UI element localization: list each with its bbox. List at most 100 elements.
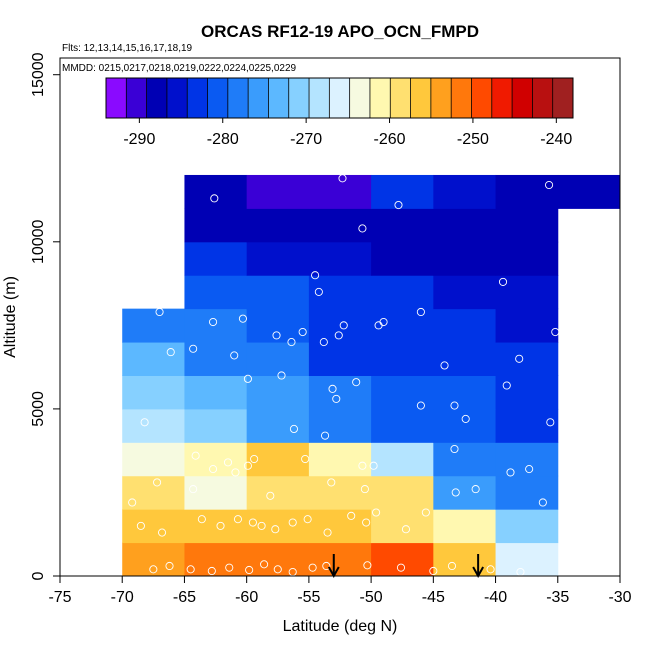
heatmap-cell: [122, 408, 185, 443]
observation-point: [207, 566, 216, 576]
observation-point: [322, 561, 331, 571]
flights-annotation: Flts: 12,13,14,15,16,17,18,19: [62, 43, 193, 54]
heatmap-cell: [246, 174, 310, 209]
observation-point: [515, 354, 524, 363]
heatmap-cell: [308, 408, 372, 443]
observation-point: [401, 525, 411, 534]
colorbar-swatch: [126, 78, 148, 118]
colorbar-swatch: [227, 78, 249, 118]
heatmap-cell: [433, 208, 497, 243]
observation-point: [461, 414, 470, 423]
observation-point: [233, 515, 243, 524]
observation-point: [250, 454, 259, 464]
chart-title: ORCAS RF12-19 APO_OCN_FMPD: [201, 22, 479, 41]
colorbar-swatch: [430, 78, 452, 118]
heatmap-cell: [371, 241, 434, 276]
observation-point: [486, 565, 495, 574]
observation-point: [136, 521, 145, 530]
heatmap-cell: [308, 241, 372, 276]
observation-point: [506, 468, 515, 477]
observation-point: [314, 287, 323, 296]
heatmap-cell: [371, 475, 434, 510]
observation-point: [319, 338, 328, 347]
observation-point: [450, 444, 459, 454]
observation-point: [189, 344, 198, 353]
x-axis-ticks: -75 -70 -65 -60 -55 -50 -45 -40 -35 -30: [48, 576, 632, 606]
colorbar-swatch: [552, 78, 574, 118]
colorbar-swatch: [207, 78, 229, 118]
heatmap-cell: [371, 375, 434, 410]
observation-point: [140, 418, 149, 427]
x-tick-label: -60: [235, 589, 258, 606]
observation-point: [243, 374, 252, 383]
observation-points: [128, 174, 560, 577]
observation-point: [289, 424, 299, 434]
heatmap-cell: [308, 342, 372, 376]
x-tick-label: -50: [360, 589, 383, 606]
heatmap-cell: [246, 208, 310, 243]
heatmap-cells: [122, 174, 621, 577]
observation-point: [216, 521, 225, 530]
colorbar-swatch: [491, 78, 513, 118]
y-axis-ticks: 0 5000 10000 15000: [30, 52, 60, 580]
x-tick-label: -65: [173, 589, 196, 606]
heatmap-cell: [371, 442, 434, 477]
observation-point: [327, 478, 336, 487]
colorbar-swatch: [146, 78, 168, 118]
observation-point: [321, 431, 330, 440]
observation-point: [308, 563, 317, 572]
observation-point: [416, 401, 425, 410]
heatmap-cell: [495, 275, 559, 310]
x-tick-label: -30: [608, 589, 631, 606]
y-tick-label: 15000: [30, 52, 47, 97]
heatmap-cell: [433, 408, 497, 443]
heatmap-cell: [308, 208, 372, 243]
x-axis-label: Latitude (deg N): [283, 618, 398, 635]
colorbar-frame: [105, 77, 574, 119]
x-tick-label: -70: [111, 589, 134, 606]
heatmap-cell: [308, 275, 372, 310]
heatmap-cell: [495, 241, 559, 276]
observation-point: [358, 224, 367, 233]
colorbar-swatch: [248, 78, 269, 118]
observation-point: [352, 378, 361, 387]
heatmap-cell: [495, 208, 559, 243]
colorbar-ticks: -290 -280 -270 -260 -250 -240: [123, 118, 572, 148]
observation-point: [153, 478, 162, 487]
observation-point: [197, 515, 206, 524]
colorbar-swatch: [532, 78, 554, 118]
colorbar-swatch: [512, 78, 533, 118]
heatmap-cell: [433, 509, 497, 544]
colorbar-swatch: [309, 78, 330, 118]
observation-point: [128, 498, 137, 507]
observation-point: [538, 498, 547, 507]
heatmap-cell: [246, 509, 310, 544]
observation-point: [272, 331, 281, 340]
heatmap-cell: [495, 174, 559, 209]
x-tick-label: -45: [422, 589, 445, 606]
observation-point: [525, 465, 534, 474]
observation-point: [429, 566, 438, 576]
heatmap-cell: [308, 442, 372, 477]
observation-point: [339, 321, 348, 330]
observation-point: [210, 194, 219, 203]
colorbar-tick-label: -270: [290, 131, 322, 148]
observation-point: [379, 317, 388, 327]
observation-point: [230, 351, 239, 360]
colorbar-swatch: [187, 78, 209, 118]
heatmap-cell: [557, 174, 621, 209]
heatmap-cell: [433, 542, 497, 577]
observation-point: [157, 528, 167, 537]
observation-point: [551, 327, 560, 337]
observation-point: [301, 454, 310, 464]
heatmap-cell: [184, 342, 248, 376]
x-tick-label: -40: [484, 589, 507, 606]
colorbar-tick-label: -250: [457, 131, 489, 148]
observation-point: [471, 485, 480, 494]
observation-point: [369, 461, 378, 470]
heatmap-cell: [433, 475, 497, 510]
x-tick-label: -35: [546, 589, 569, 606]
heatmap-cell: [184, 241, 248, 276]
observation-point: [502, 381, 511, 390]
heatmap-cell: [433, 308, 497, 343]
